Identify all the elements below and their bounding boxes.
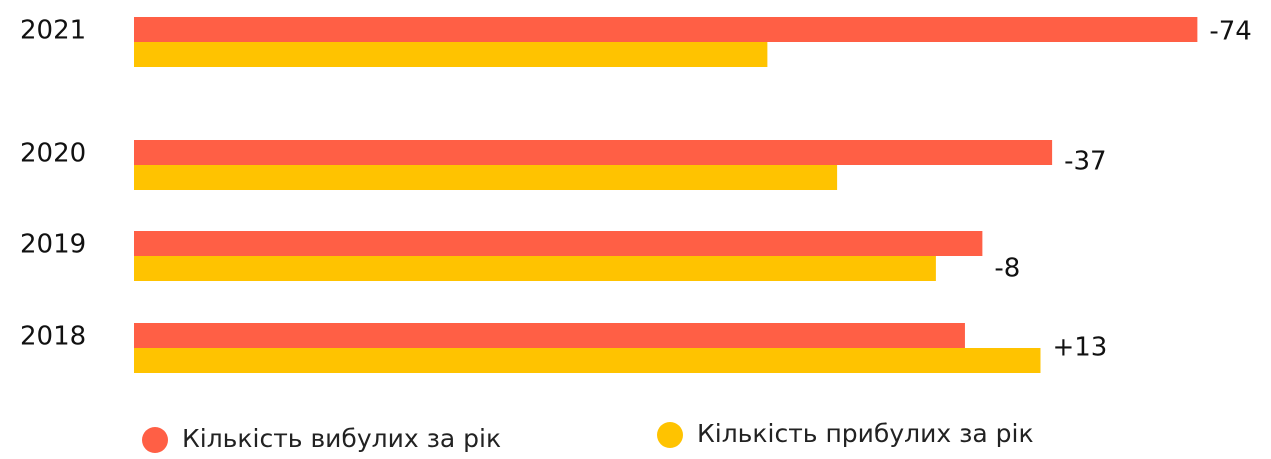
bar <box>134 348 1041 373</box>
bar <box>134 17 1198 42</box>
bar <box>134 231 983 256</box>
y-tick-label: 2018 <box>20 322 86 352</box>
annotation: +13 <box>1052 333 1107 363</box>
legend-label: Кількість вибулих за рік <box>182 424 501 453</box>
bar <box>134 256 936 281</box>
annotation: -37 <box>1064 147 1106 177</box>
legend-marker <box>142 427 168 453</box>
annotation: -74 <box>1209 17 1251 47</box>
annotation: -8 <box>994 254 1020 284</box>
bar <box>134 42 768 67</box>
bar <box>134 140 1053 165</box>
legend-label: Кількість прибулих за рік <box>697 419 1034 448</box>
y-tick-label: 2020 <box>20 139 86 169</box>
y-tick-label: 2021 <box>20 16 86 46</box>
bar <box>134 165 838 190</box>
y-tick-label: 2019 <box>20 230 86 260</box>
bar <box>134 323 965 348</box>
legend-marker <box>657 422 683 448</box>
